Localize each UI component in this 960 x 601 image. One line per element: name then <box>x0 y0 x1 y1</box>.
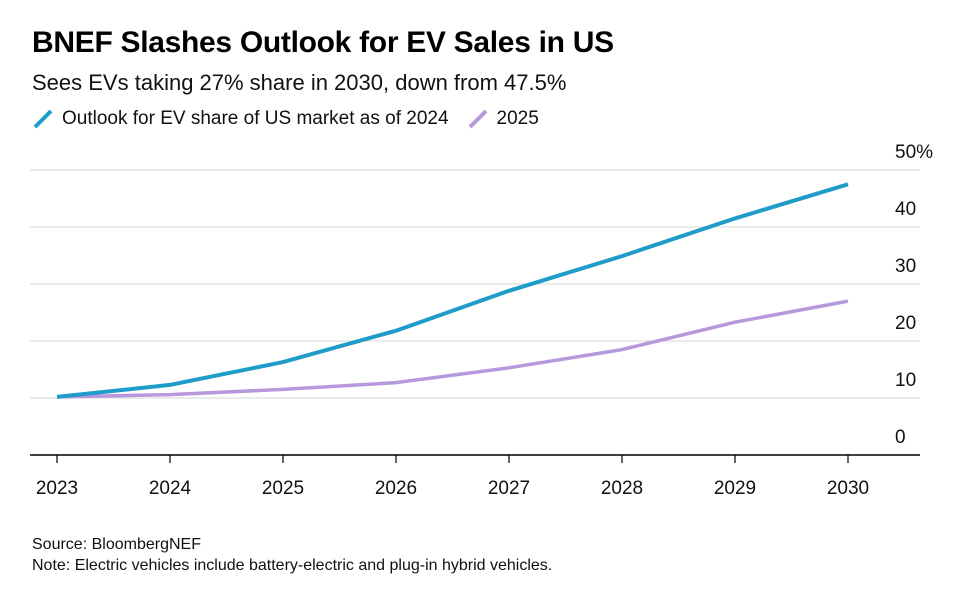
footnote: Note: Electric vehicles include battery-… <box>32 557 553 574</box>
legend-item-2025: 2025 <box>467 108 539 130</box>
x-tick-label: 2024 <box>149 478 192 499</box>
x-tick-label: 2027 <box>488 478 530 499</box>
y-tick-label: 50% <box>895 142 933 163</box>
y-tick-label: 0 <box>895 427 906 448</box>
legend-swatch-2024 <box>32 108 54 130</box>
series-line-2025-outlook <box>56 299 849 399</box>
x-tick-label: 2026 <box>375 478 417 499</box>
x-tick-label: 2025 <box>262 478 304 499</box>
chart-legend: Outlook for EV share of US market as of … <box>32 108 557 130</box>
x-tick-label: 2028 <box>601 478 643 499</box>
legend-label-2025: 2025 <box>496 108 539 129</box>
chart-subtitle: Sees EVs taking 27% share in 2030, down … <box>32 70 567 95</box>
x-tick-label: 2029 <box>714 478 756 499</box>
legend-item-2024: Outlook for EV share of US market as of … <box>32 108 449 130</box>
source-note: Source: BloombergNEF <box>32 536 201 553</box>
y-tick-label: 10 <box>895 370 916 391</box>
chart-title: BNEF Slashes Outlook for EV Sales in US <box>32 26 614 59</box>
x-tick-label: 2023 <box>36 478 78 499</box>
x-tick-label: 2030 <box>827 478 869 499</box>
y-tick-label: 40 <box>895 199 916 220</box>
y-tick-label: 20 <box>895 313 916 334</box>
legend-label-2024: Outlook for EV share of US market as of … <box>62 108 449 129</box>
series-line-2024-outlook <box>56 182 849 399</box>
legend-swatch-2025 <box>467 108 489 130</box>
chart-footer: Source: BloombergNEF Note: Electric vehi… <box>32 534 552 576</box>
y-tick-label: 30 <box>895 256 916 277</box>
